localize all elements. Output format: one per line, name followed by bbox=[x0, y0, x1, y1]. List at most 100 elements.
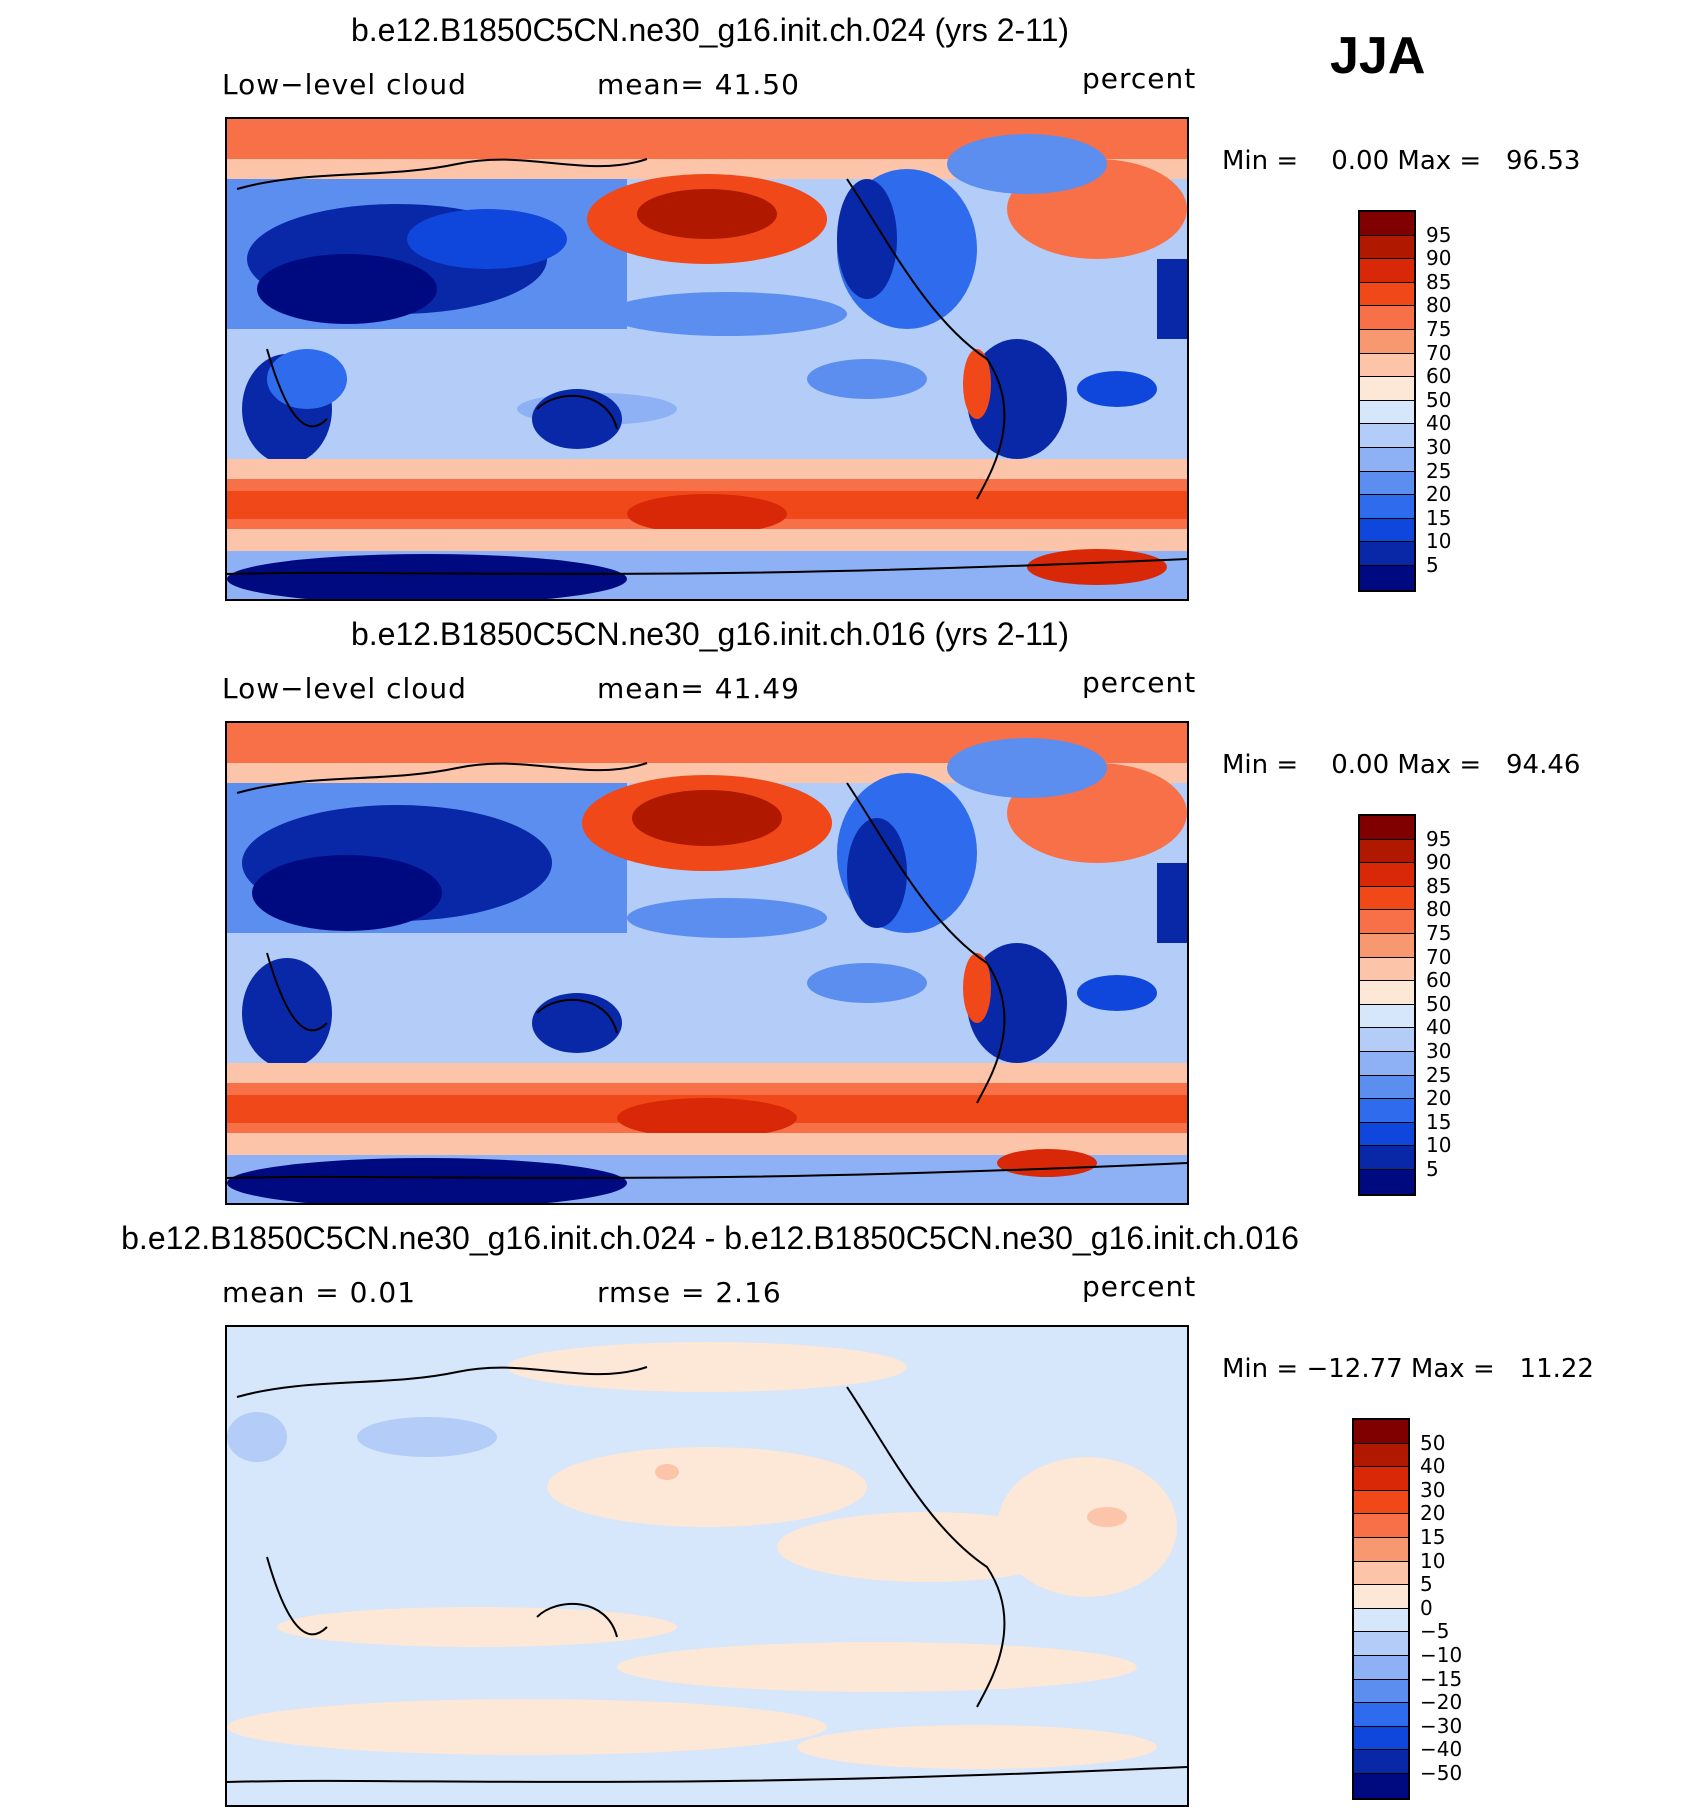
colorbar-swatch bbox=[1354, 1420, 1408, 1444]
colorbar-swatch bbox=[1360, 471, 1414, 496]
colorbar-tick-label: 85 bbox=[1426, 873, 1452, 898]
colorbar-swatch bbox=[1360, 981, 1414, 1005]
colorbar-tick-label: 5 bbox=[1426, 1157, 1439, 1181]
colorbar-swatch bbox=[1360, 863, 1414, 887]
colorbar-tick-label: 90 bbox=[1426, 850, 1452, 875]
colorbar-swatch bbox=[1360, 282, 1414, 307]
colorbar-swatch bbox=[1354, 1561, 1408, 1586]
colorbar-tick-label: 30 bbox=[1426, 1039, 1452, 1063]
colorbar bbox=[1358, 210, 1416, 592]
colorbar-tick-label: 75 bbox=[1426, 317, 1452, 341]
difference-map bbox=[225, 1325, 1189, 1807]
colorbar-swatch bbox=[1360, 329, 1414, 354]
colorbar-tick-label: 5 bbox=[1420, 1572, 1433, 1597]
colorbar-swatch bbox=[1354, 1514, 1408, 1538]
colorbar-tick-label: 70 bbox=[1426, 944, 1452, 969]
colorbar-swatch bbox=[1354, 1443, 1408, 1468]
colorbar-swatch bbox=[1360, 565, 1414, 590]
rmse-label: rmse = 2.16 bbox=[597, 1276, 782, 1309]
colorbar-swatch bbox=[1360, 377, 1414, 401]
colorbar-swatch bbox=[1360, 447, 1414, 472]
mean-label: mean = 0.01 bbox=[222, 1276, 417, 1309]
colorbar-swatch bbox=[1360, 910, 1414, 934]
colorbar-swatch bbox=[1360, 235, 1414, 260]
colorbar-tick-label: −50 bbox=[1420, 1761, 1463, 1785]
colorbar-swatch bbox=[1360, 518, 1414, 543]
colorbar-swatch bbox=[1360, 306, 1414, 330]
colorbar-swatch bbox=[1360, 1028, 1414, 1052]
units-label: percent bbox=[1082, 666, 1197, 699]
colorbar-tick-label: 10 bbox=[1426, 1133, 1452, 1158]
colorbar-swatch bbox=[1354, 1750, 1408, 1774]
colorbar-tick-label: 10 bbox=[1426, 529, 1452, 554]
colorbar-swatch bbox=[1354, 1490, 1408, 1515]
colorbar-tick-label: 0 bbox=[1420, 1595, 1433, 1620]
colorbar-swatch bbox=[1354, 1655, 1408, 1680]
mean-label: mean= 41.50 bbox=[597, 68, 800, 101]
colorbar-tick-label: 80 bbox=[1426, 897, 1452, 922]
colorbar-swatch bbox=[1360, 1169, 1414, 1194]
colorbar-swatch bbox=[1360, 933, 1414, 958]
colorbar-tick-label: 80 bbox=[1426, 293, 1452, 318]
panel-model-016: b.e12.B1850C5CN.ne30_g16.init.ch.016 (yr… bbox=[0, 604, 1708, 1205]
colorbar-tick-label: 40 bbox=[1420, 1454, 1446, 1479]
min-max-label: Min = −12.77 Max = 11.22 bbox=[1222, 1354, 1594, 1384]
colorbar-swatch bbox=[1360, 957, 1414, 982]
colorbar-tick-label: 15 bbox=[1426, 505, 1452, 530]
colorbar-tick-label: 25 bbox=[1426, 458, 1452, 483]
colorbar-tick-label: 50 bbox=[1426, 991, 1452, 1016]
cloud-map bbox=[225, 117, 1189, 601]
season-label: JJA bbox=[1330, 27, 1426, 85]
colorbar-tick-label: 60 bbox=[1426, 968, 1452, 993]
colorbar-swatch bbox=[1360, 1075, 1414, 1100]
colorbar-tick-label: −40 bbox=[1420, 1737, 1463, 1762]
colorbar-tick-label: 50 bbox=[1420, 1430, 1446, 1455]
colorbar-tick-label: 20 bbox=[1426, 1086, 1452, 1111]
colorbar-swatch bbox=[1354, 1467, 1408, 1491]
colorbar-tick-label: 15 bbox=[1420, 1525, 1446, 1549]
colorbar-tick-label: −10 bbox=[1420, 1643, 1463, 1667]
cloud-map bbox=[225, 721, 1189, 1205]
panel-model-024: b.e12.B1850C5CN.ne30_g16.init.ch.024 (yr… bbox=[0, 0, 1708, 601]
panel-title: b.e12.B1850C5CN.ne30_g16.init.ch.024 - b… bbox=[121, 1220, 1299, 1256]
colorbar-swatch bbox=[1354, 1632, 1408, 1656]
colorbar-swatch bbox=[1354, 1726, 1408, 1751]
colorbar bbox=[1358, 814, 1416, 1196]
colorbar-swatch bbox=[1354, 1585, 1408, 1609]
colorbar-tick-label: 20 bbox=[1426, 482, 1452, 507]
colorbar-swatch bbox=[1360, 1099, 1414, 1123]
colorbar-swatch bbox=[1360, 495, 1414, 519]
colorbar-tick-label: 95 bbox=[1426, 222, 1452, 247]
colorbar-tick-label: 15 bbox=[1426, 1109, 1452, 1134]
colorbar-tick-label: 20 bbox=[1420, 1501, 1446, 1526]
min-max-label: Min = 0.00 Max = 96.53 bbox=[1222, 146, 1581, 176]
colorbar-tick-label: 50 bbox=[1426, 387, 1452, 412]
colorbar-swatch bbox=[1360, 400, 1414, 425]
colorbar-swatch bbox=[1360, 353, 1414, 378]
units-label: percent bbox=[1082, 62, 1197, 95]
colorbar-tick-label: 90 bbox=[1426, 246, 1452, 271]
colorbar-swatch bbox=[1360, 259, 1414, 283]
colorbar-tick-label: −30 bbox=[1420, 1713, 1463, 1738]
colorbar-tick-label: 40 bbox=[1426, 411, 1452, 436]
colorbar-swatch bbox=[1360, 1004, 1414, 1029]
colorbar-swatch bbox=[1354, 1608, 1408, 1633]
colorbar-tick-label: −20 bbox=[1420, 1690, 1463, 1715]
panel-difference: b.e12.B1850C5CN.ne30_g16.init.ch.024 - b… bbox=[0, 1208, 1708, 1808]
colorbar-tick-label: 30 bbox=[1420, 1477, 1446, 1502]
colorbar-swatch bbox=[1360, 886, 1414, 911]
colorbar-swatch bbox=[1354, 1773, 1408, 1798]
panel-title: b.e12.B1850C5CN.ne30_g16.init.ch.016 (yr… bbox=[350, 616, 1070, 652]
colorbar-tick-label: −5 bbox=[1420, 1619, 1450, 1644]
colorbar-swatch bbox=[1360, 1146, 1414, 1170]
colorbar-swatch bbox=[1360, 424, 1414, 448]
colorbar-swatch bbox=[1360, 1122, 1414, 1147]
colorbar-swatch bbox=[1360, 1051, 1414, 1076]
colorbar-swatch bbox=[1360, 816, 1414, 840]
panel-title: b.e12.B1850C5CN.ne30_g16.init.ch.024 (yr… bbox=[350, 12, 1070, 48]
colorbar-tick-label: 60 bbox=[1426, 364, 1452, 389]
colorbar bbox=[1352, 1418, 1410, 1800]
mean-label: mean= 41.49 bbox=[597, 672, 800, 705]
colorbar-tick-label: 40 bbox=[1426, 1015, 1452, 1040]
colorbar-swatch bbox=[1354, 1679, 1408, 1704]
